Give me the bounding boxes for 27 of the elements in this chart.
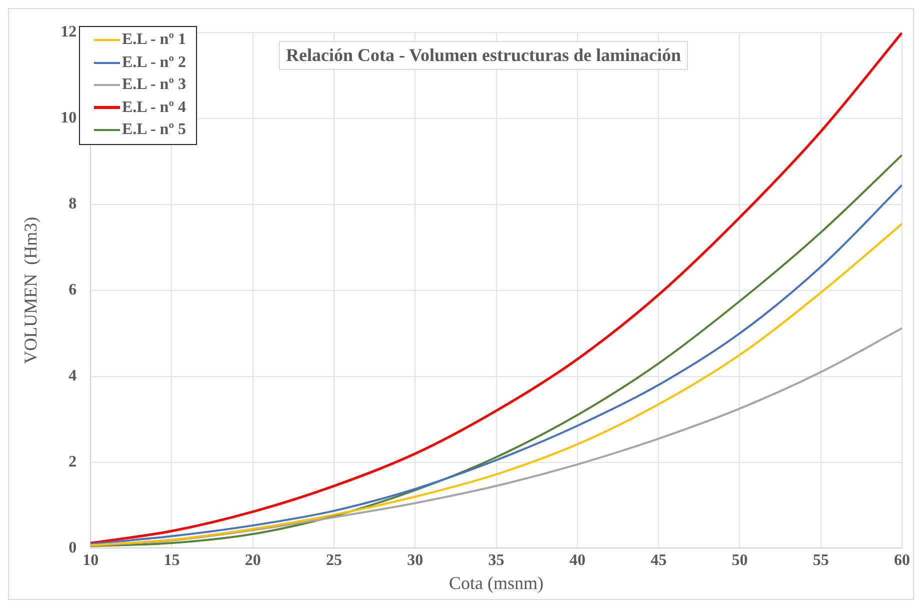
- y-tick-label: 12: [60, 24, 77, 41]
- x-tick-label: 25: [326, 552, 342, 569]
- legend-label: E.L - nº 1: [122, 31, 186, 50]
- x-tick-label: 55: [812, 552, 829, 569]
- y-tick-label: 8: [68, 196, 77, 213]
- line-series: [90, 32, 902, 544]
- legend-label: E.L - nº 3: [122, 76, 186, 94]
- y-axis-title: VOLUMEN (Hm3): [20, 216, 41, 364]
- legend-label: E.L - nº 5: [122, 121, 186, 140]
- x-tick-label: 40: [569, 552, 586, 569]
- y-tick-label: 0: [68, 539, 77, 556]
- x-tick-label: 20: [244, 552, 261, 569]
- x-tick-label: 45: [650, 552, 667, 569]
- legend-label: E.L - nº 2: [122, 54, 186, 72]
- x-tick-label: 60: [894, 552, 910, 569]
- y-tick-label: 4: [68, 367, 77, 384]
- x-tick-label: 15: [164, 552, 180, 569]
- legend-label: E.L - nº 4: [122, 98, 186, 117]
- y-tick-label: 10: [60, 110, 77, 127]
- y-tick-label: 2: [68, 453, 77, 470]
- x-tick-label: 30: [407, 552, 424, 569]
- x-axis-title: Cota (msnm): [449, 572, 544, 593]
- x-tick-label: 50: [732, 552, 748, 569]
- y-tick-label: 6: [68, 282, 77, 299]
- x-tick-label: 10: [82, 552, 99, 569]
- text: Relación Cota - Volumen estructuras de laminación: [279, 41, 688, 70]
- x-tick-label: 35: [488, 552, 504, 569]
